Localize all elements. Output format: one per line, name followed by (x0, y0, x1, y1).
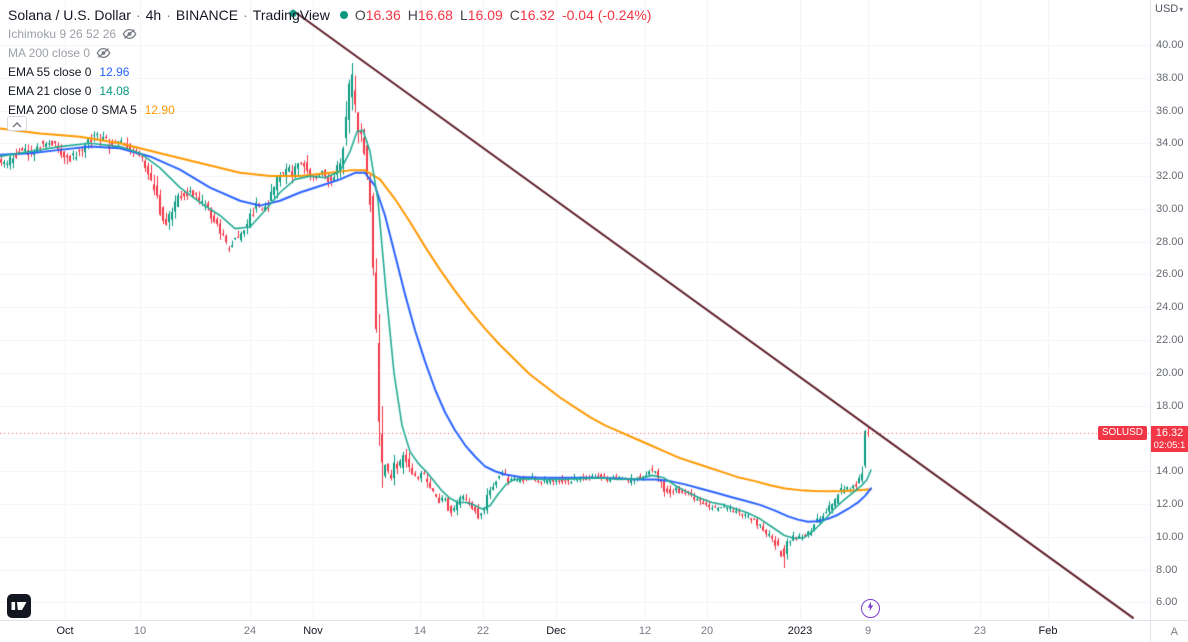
currency-selector[interactable]: USD▾ (1155, 3, 1183, 15)
separator-dot: · (243, 6, 248, 23)
last-price-badge: 16.32 (1151, 426, 1188, 441)
ohlc-low: L16.09 (459, 6, 503, 23)
separator-dot: · (135, 6, 141, 23)
time-tick-label: Oct (56, 625, 74, 637)
time-tick-label: 14 (413, 625, 427, 637)
price-chart-canvas[interactable] (0, 0, 1150, 620)
price-tick-label: 40.00 (1156, 38, 1184, 51)
interval-label[interactable]: 4h (145, 6, 162, 23)
price-line-symbol-tag: SOLUSD (1097, 426, 1147, 441)
chevron-up-icon (12, 116, 22, 131)
price-axis[interactable]: USD▾ 40.00 38.00 36.00 34.00 32.00 30.00 28.00… (1150, 0, 1188, 620)
price-tick-label: 32.00 (1156, 170, 1184, 183)
indicator-row-ema55[interactable]: EMA 55 close 0 12.96 (8, 62, 651, 81)
platform-label: TradingView (252, 6, 330, 23)
time-tick-label: 9 (864, 625, 872, 637)
indicator-value: 12.96 (99, 64, 130, 79)
price-tick-label: 18.00 (1156, 399, 1184, 412)
indicator-row-ma200[interactable]: MA 200 close 0 (8, 43, 651, 62)
market-status-dot[interactable] (339, 10, 348, 19)
auto-scale-button[interactable]: A (1170, 625, 1178, 638)
tradingview-logo[interactable] (7, 594, 31, 618)
price-tick-label: 24.00 (1156, 301, 1184, 314)
time-tick-label: 20 (700, 625, 714, 637)
time-tick-label: 12 (638, 625, 652, 637)
price-tick-label: 10.00 (1156, 530, 1184, 543)
price-tick-label: 14.00 (1156, 465, 1184, 478)
price-tick-label: 22.00 (1156, 334, 1184, 347)
indicator-row-ichimoku[interactable]: Ichimoku 9 26 52 26 (8, 24, 651, 43)
exchange-label[interactable]: BINANCE (175, 6, 239, 23)
price-tick-label: 6.00 (1156, 596, 1178, 609)
indicator-label: EMA 21 close 0 (8, 83, 92, 98)
symbol-title[interactable]: Solana / U.S. Dollar (8, 6, 131, 23)
ohlc-high: H16.68 (407, 6, 453, 23)
price-tick-label: 8.00 (1156, 563, 1178, 576)
indicator-row-ema200[interactable]: EMA 200 close 0 SMA 5 12.90 (8, 100, 651, 119)
price-tick-label: 34.00 (1156, 137, 1184, 150)
indicator-label: MA 200 close 0 (8, 45, 91, 60)
legend-collapse-button[interactable] (7, 116, 27, 131)
time-axis[interactable]: Oct 10 24 Nov 14 22 Dec 12 20 2023 9 23 Feb (0, 620, 1150, 642)
indicator-row-ema21[interactable]: EMA 21 close 0 14.08 (8, 81, 651, 100)
time-tick-label: 24 (243, 625, 257, 637)
time-tick-label: 2023 (787, 625, 813, 637)
price-tick-label: 12.00 (1156, 498, 1184, 511)
eye-hidden-icon[interactable] (96, 47, 111, 59)
chart-legend: Solana / U.S. Dollar · 4h · BINANCE · Tr… (8, 5, 651, 119)
time-tick-label: Feb (1038, 625, 1058, 637)
event-marker-button[interactable] (861, 599, 880, 618)
indicator-value: 12.90 (144, 102, 175, 117)
price-tick-label: 36.00 (1156, 104, 1184, 117)
time-tick-label: Nov (303, 625, 323, 637)
price-tick-label: 26.00 (1156, 268, 1184, 281)
symbol-legend-row[interactable]: Solana / U.S. Dollar · 4h · BINANCE · Tr… (8, 5, 651, 24)
price-tick-label: 30.00 (1156, 202, 1184, 215)
time-tick-label: 23 (973, 625, 987, 637)
time-tick-label: Dec (546, 625, 566, 637)
currency-label: USD (1155, 3, 1179, 15)
price-tick-label: 38.00 (1156, 71, 1184, 84)
time-tick-label: 22 (476, 625, 490, 637)
eye-hidden-icon[interactable] (122, 28, 137, 40)
separator-dot: · (166, 6, 171, 23)
indicator-label: EMA 55 close 0 (8, 64, 92, 79)
bar-countdown-badge: 02:05:1 (1151, 440, 1188, 453)
price-tick-label: 28.00 (1156, 235, 1184, 248)
ohlc-open: O16.36 (354, 6, 401, 23)
time-tick-label: 10 (133, 625, 147, 637)
indicator-label: EMA 200 close 0 SMA 5 (8, 102, 137, 117)
price-tick-label: 20.00 (1156, 366, 1184, 379)
ohlc-close: C16.32 (509, 6, 555, 23)
lightning-icon (864, 600, 877, 618)
axis-corner: A (1150, 620, 1188, 642)
chevron-down-icon: ▾ (1179, 5, 1184, 14)
change-value: -0.04 (-0.24%) (561, 6, 652, 23)
indicator-label: Ichimoku 9 26 52 26 (8, 26, 117, 41)
indicator-value: 14.08 (99, 83, 130, 98)
